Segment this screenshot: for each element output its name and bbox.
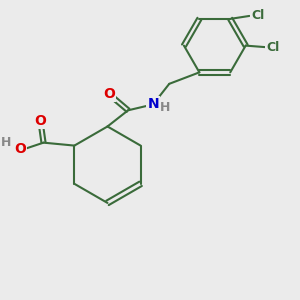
Text: O: O: [34, 114, 46, 128]
Text: O: O: [14, 142, 26, 155]
Text: N: N: [147, 98, 159, 111]
Text: H: H: [1, 136, 11, 149]
Text: H: H: [160, 101, 171, 115]
Text: O: O: [103, 87, 115, 101]
Text: Cl: Cl: [251, 9, 264, 22]
Text: Cl: Cl: [266, 40, 280, 54]
